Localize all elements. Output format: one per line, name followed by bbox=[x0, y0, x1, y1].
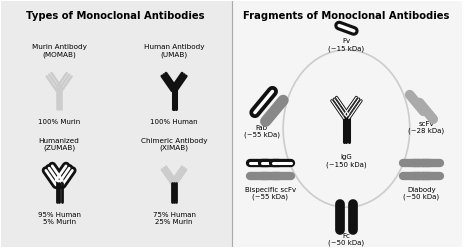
Text: IgG
(~150 kDa): IgG (~150 kDa) bbox=[326, 154, 367, 168]
Text: 100% Human: 100% Human bbox=[150, 119, 198, 125]
Text: Human Antibody
(UMAB): Human Antibody (UMAB) bbox=[144, 44, 204, 58]
Text: Chimeric Antibody
(XIMAB): Chimeric Antibody (XIMAB) bbox=[141, 138, 207, 151]
Text: Fv
(~15 kDa): Fv (~15 kDa) bbox=[328, 38, 365, 52]
Text: Diabody
(~50 kDa): Diabody (~50 kDa) bbox=[403, 186, 439, 200]
Text: scFv
(~28 kDa): scFv (~28 kDa) bbox=[408, 121, 444, 134]
Text: Fc
(~50 kDa): Fc (~50 kDa) bbox=[328, 233, 365, 246]
Text: 95% Human
5% Murin: 95% Human 5% Murin bbox=[37, 212, 81, 225]
FancyBboxPatch shape bbox=[231, 1, 462, 246]
Text: 100% Murin: 100% Murin bbox=[38, 119, 80, 125]
Text: Murin Antibody
(MOMAB): Murin Antibody (MOMAB) bbox=[32, 44, 87, 58]
Text: Fab
(~55 kDa): Fab (~55 kDa) bbox=[244, 124, 280, 138]
Text: Humanized
(ZUMAB): Humanized (ZUMAB) bbox=[39, 138, 80, 151]
Text: Bispecific scFv
(~55 kDa): Bispecific scFv (~55 kDa) bbox=[245, 186, 296, 200]
Text: Types of Monoclonal Antibodies: Types of Monoclonal Antibodies bbox=[27, 10, 205, 20]
FancyBboxPatch shape bbox=[0, 1, 231, 246]
Text: 75% Human
25% Murin: 75% Human 25% Murin bbox=[153, 212, 196, 225]
Text: Fragments of Monoclonal Antibodies: Fragments of Monoclonal Antibodies bbox=[243, 10, 450, 20]
